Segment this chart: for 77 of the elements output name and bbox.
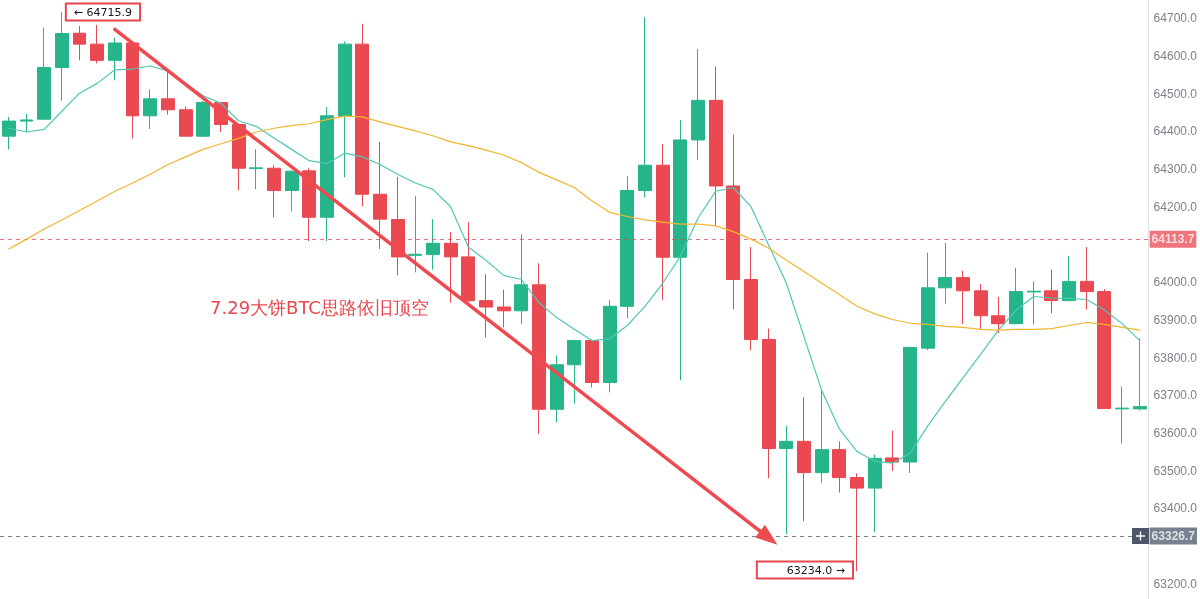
candlestick bbox=[1080, 246, 1094, 310]
candlestick bbox=[832, 440, 846, 494]
y-tick-label: 64200.0 bbox=[1153, 199, 1198, 214]
y-tick-label: 64300.0 bbox=[1153, 161, 1198, 176]
candlestick bbox=[73, 25, 86, 61]
annotation: 63234.0 → bbox=[786, 563, 846, 577]
candlestick bbox=[426, 218, 440, 271]
candlestick bbox=[479, 273, 493, 339]
candlestick bbox=[1097, 288, 1111, 410]
ref-line-label: 63326.7 bbox=[1151, 529, 1196, 544]
candlestick bbox=[974, 283, 988, 330]
candlestick bbox=[20, 113, 33, 133]
candlestick bbox=[762, 328, 776, 479]
candlestick bbox=[179, 105, 193, 137]
candlestick bbox=[779, 425, 793, 535]
candlestick bbox=[603, 299, 617, 393]
candlestick bbox=[903, 346, 917, 474]
annotation: ← 64715.9 bbox=[73, 5, 133, 19]
candlestick bbox=[1009, 267, 1023, 325]
candlestick bbox=[921, 252, 935, 351]
y-tick-label: 63800.0 bbox=[1153, 350, 1198, 365]
candlestick bbox=[885, 430, 899, 472]
candlestick bbox=[249, 148, 263, 190]
candlestick bbox=[585, 338, 599, 388]
candlestick bbox=[126, 41, 139, 139]
candlestick bbox=[2, 116, 16, 150]
candlestick bbox=[1115, 386, 1129, 445]
candlestick bbox=[709, 65, 723, 227]
y-tick-label: 63600.0 bbox=[1153, 426, 1198, 441]
candlestick bbox=[355, 23, 369, 207]
candlestick bbox=[196, 100, 210, 138]
ref-line-label: 64113.7 bbox=[1151, 232, 1195, 247]
y-tick-label: 64500.0 bbox=[1153, 86, 1198, 101]
line-series bbox=[8, 115, 1141, 331]
y-tick-label: 63200.0 bbox=[1153, 576, 1198, 591]
y-tick-label: 64600.0 bbox=[1153, 48, 1198, 63]
candlestick bbox=[55, 11, 69, 102]
candlestick bbox=[232, 123, 246, 191]
candlestick bbox=[620, 175, 634, 319]
candlestick bbox=[815, 389, 829, 484]
candlestick bbox=[90, 24, 104, 64]
candlestick bbox=[1062, 255, 1076, 302]
y-tick-label: 64000.0 bbox=[1153, 275, 1198, 290]
candlestick bbox=[161, 70, 175, 116]
candlestick bbox=[37, 27, 51, 121]
candlestick bbox=[744, 246, 758, 351]
y-tick-label: 63400.0 bbox=[1153, 501, 1198, 516]
candlestick bbox=[267, 164, 281, 218]
candlestick bbox=[108, 37, 122, 81]
annotation: 7.29大饼BTC思路依旧顶空 bbox=[210, 296, 429, 318]
candlestick bbox=[850, 472, 864, 572]
candlestick bbox=[797, 396, 811, 522]
y-tick-label: 63900.0 bbox=[1153, 312, 1198, 327]
y-tick-label: 63700.0 bbox=[1153, 388, 1198, 403]
candlestick bbox=[497, 289, 511, 328]
candlestick bbox=[532, 262, 546, 435]
line-series bbox=[8, 65, 1141, 464]
candlestick bbox=[638, 16, 652, 198]
candlestick bbox=[1133, 337, 1147, 411]
candlestick bbox=[285, 170, 299, 212]
candlestick bbox=[1027, 280, 1041, 325]
candlestick bbox=[938, 242, 952, 305]
y-tick-label: 64700.0 bbox=[1153, 11, 1198, 26]
y-tick-label: 63500.0 bbox=[1153, 463, 1198, 478]
candlestick bbox=[320, 106, 334, 242]
candlestick bbox=[567, 339, 581, 405]
candlestick bbox=[550, 354, 564, 423]
candlestick bbox=[408, 195, 422, 273]
y-tick-label: 64400.0 bbox=[1153, 124, 1198, 139]
candlestick bbox=[514, 233, 528, 325]
candlestick bbox=[991, 296, 1005, 334]
candlestick bbox=[338, 40, 352, 178]
candlestick bbox=[691, 48, 705, 161]
candlestick bbox=[673, 119, 687, 381]
candlestick bbox=[956, 270, 970, 325]
candlestick bbox=[143, 88, 157, 130]
candlestick bbox=[868, 454, 882, 533]
